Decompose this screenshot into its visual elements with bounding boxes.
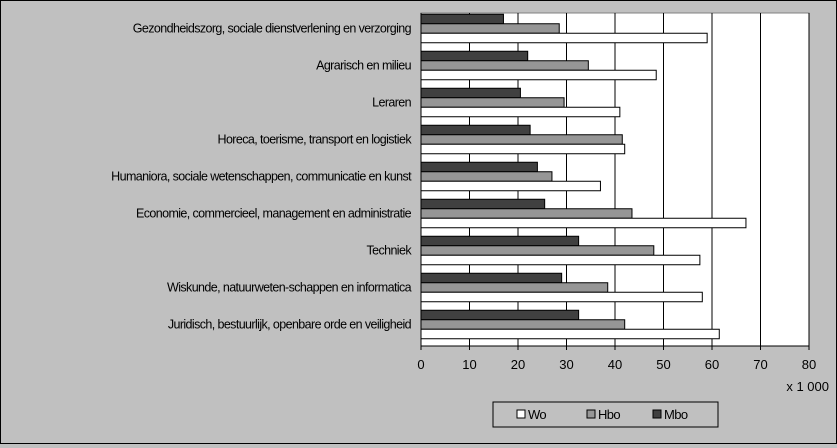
bar-mbo	[420, 198, 546, 210]
legend-label-mbo: Mbo	[664, 407, 688, 422]
category-label: Gezondheidszorg, sociale dienstverlening…	[133, 22, 412, 36]
x-tick-label: 30	[559, 357, 573, 372]
legend-swatch-wo	[516, 409, 526, 419]
x-tick-label: 70	[753, 357, 767, 372]
bar-mbo	[420, 272, 563, 284]
x-tick-label: 0	[417, 357, 424, 372]
bar-mbo	[420, 309, 580, 321]
bar-hbo	[420, 319, 626, 330]
bar-hbo	[420, 171, 553, 182]
category-label: Economie, commercieel, management en adm…	[136, 207, 412, 221]
legend: Wo Hbo Mbo	[492, 401, 719, 428]
legend-swatch-hbo	[586, 409, 596, 419]
bar-wo	[420, 291, 703, 303]
x-tick-label: 80	[802, 357, 816, 372]
bar-wo	[420, 254, 701, 266]
bar-mbo	[420, 50, 529, 62]
legend-label-hbo: Hbo	[598, 407, 620, 422]
legend-swatch-mbo	[652, 409, 662, 419]
bar-mbo	[420, 235, 580, 247]
bar-wo	[420, 217, 747, 229]
category-labels: Gezondheidszorg, sociale dienstverlening…	[111, 22, 413, 332]
x-tick-label: 60	[705, 357, 719, 372]
category-label: Wiskunde, natuurweten-schappen en inform…	[167, 281, 412, 295]
bar-hbo	[420, 97, 565, 108]
bar-mbo	[420, 87, 521, 99]
bar-wo	[420, 143, 626, 155]
bar-wo	[420, 106, 621, 118]
bar-wo	[420, 32, 708, 44]
legend-box	[492, 401, 719, 428]
bar-hbo	[420, 208, 633, 219]
bar-wo	[420, 180, 601, 192]
x-tick-label: 40	[608, 357, 622, 372]
category-label: Techniek	[366, 244, 412, 258]
bar-hbo	[420, 134, 623, 145]
category-label: Humaniora, sociale wetenschappen, commun…	[111, 170, 412, 184]
bar-wo	[420, 328, 720, 340]
bar-mbo	[420, 124, 531, 136]
bar-hbo	[420, 60, 589, 71]
bar-hbo	[420, 282, 609, 293]
bar-hbo	[420, 23, 560, 34]
x-tick-label: 20	[511, 357, 525, 372]
bar-mbo	[420, 13, 504, 25]
x-axis-unit-label: x 1 000	[786, 379, 829, 394]
category-label: Horeca, toerisme, transport en logistiek	[218, 133, 413, 147]
category-label: Leraren	[372, 96, 412, 110]
category-label: Agrarisch en milieu	[316, 59, 412, 73]
x-tick-label: 10	[462, 357, 476, 372]
bar-mbo	[420, 161, 538, 173]
bar-wo	[420, 69, 657, 81]
bar-hbo	[420, 245, 655, 256]
x-axis-ticks: 0 10 20 30 40 50 60 70 80	[417, 346, 816, 372]
x-tick-label: 50	[656, 357, 670, 372]
legend-label-wo: Wo	[528, 407, 546, 422]
category-label: Juridisch, bestuurlijk, openbare orde en…	[168, 318, 412, 332]
